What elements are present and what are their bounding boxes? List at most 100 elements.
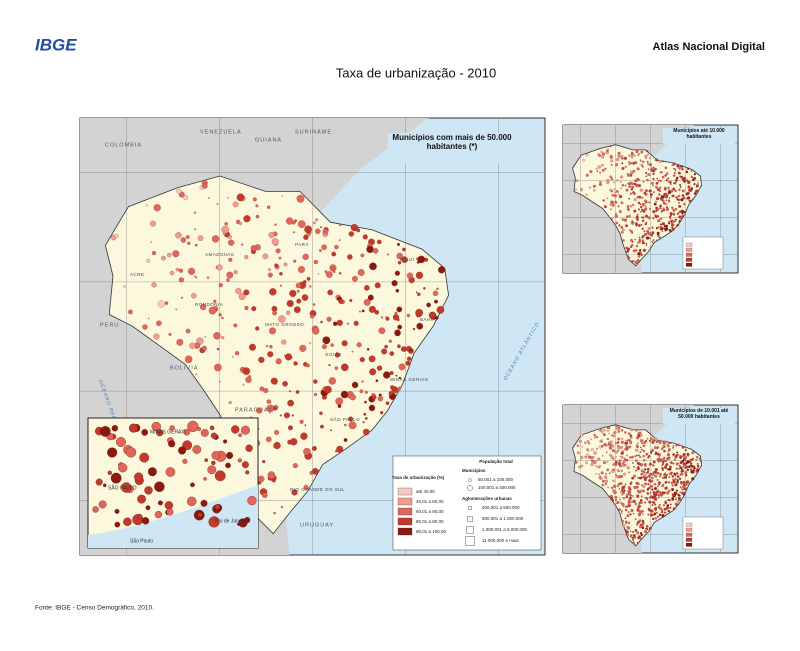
city-dot bbox=[615, 163, 618, 167]
city-dot bbox=[648, 454, 651, 458]
city-dot bbox=[621, 437, 624, 440]
city-dot bbox=[635, 458, 638, 461]
city-dot bbox=[585, 461, 588, 464]
city-dot bbox=[585, 153, 589, 157]
small-legend-swatch bbox=[685, 527, 693, 532]
city-dot bbox=[303, 484, 309, 490]
city-dot bbox=[405, 360, 411, 366]
state-label: GOIÁS bbox=[325, 351, 342, 357]
city-dot bbox=[208, 306, 217, 315]
city-dot bbox=[248, 343, 256, 351]
city-dot bbox=[680, 198, 684, 202]
city-dot bbox=[250, 245, 257, 251]
city-dot bbox=[150, 241, 153, 243]
city-dot bbox=[394, 270, 400, 276]
small-map-heading: Municípios até 10.000 habitantes bbox=[673, 128, 725, 140]
city-dot bbox=[677, 443, 680, 447]
city-dot bbox=[679, 466, 683, 469]
city-dot bbox=[328, 364, 331, 367]
city-dot bbox=[687, 455, 689, 457]
city-dot bbox=[635, 485, 639, 489]
city-dot bbox=[662, 160, 665, 163]
city-dot bbox=[586, 440, 590, 443]
city-dot bbox=[615, 463, 618, 466]
city-dot bbox=[584, 456, 588, 459]
city-dot bbox=[637, 201, 641, 205]
city-dot bbox=[620, 451, 624, 455]
city-dot bbox=[666, 491, 670, 495]
city-dot bbox=[257, 475, 265, 483]
city-dot bbox=[645, 175, 648, 178]
city-dot bbox=[647, 173, 651, 176]
city-dot bbox=[603, 205, 607, 209]
city-dot bbox=[630, 152, 634, 156]
city-dot bbox=[661, 230, 664, 233]
city-dot bbox=[279, 414, 282, 417]
city-dot bbox=[669, 465, 672, 469]
city-dot bbox=[280, 505, 284, 509]
city-dot bbox=[618, 508, 621, 511]
city-dot bbox=[195, 373, 198, 376]
city-dot bbox=[645, 242, 648, 245]
city-dot bbox=[654, 503, 657, 506]
city-dot bbox=[675, 484, 678, 486]
city-dot bbox=[659, 171, 662, 174]
city-dot bbox=[649, 473, 652, 476]
city-dot bbox=[640, 523, 642, 526]
city-dot bbox=[643, 530, 647, 534]
city-dot bbox=[646, 467, 650, 471]
city-dot bbox=[366, 348, 370, 351]
city-dot bbox=[377, 239, 382, 245]
city-dot bbox=[643, 230, 646, 233]
city-dot bbox=[605, 150, 609, 153]
city-dot bbox=[587, 450, 590, 452]
city-dot bbox=[600, 471, 604, 475]
city-dot bbox=[218, 283, 223, 288]
city-dot bbox=[361, 380, 364, 383]
city-dot bbox=[664, 465, 668, 469]
city-dot bbox=[653, 446, 657, 450]
city-dot bbox=[652, 172, 655, 175]
city-dot bbox=[615, 424, 619, 428]
legend-title: População total bbox=[479, 459, 513, 464]
city-dot bbox=[145, 204, 148, 207]
city-dot bbox=[613, 188, 616, 191]
city-dot bbox=[273, 511, 276, 515]
city-dot bbox=[633, 154, 636, 157]
city-dot bbox=[642, 454, 645, 458]
city-dot bbox=[649, 437, 653, 441]
city-dot bbox=[586, 448, 590, 452]
city-dot bbox=[651, 500, 654, 504]
city-dot bbox=[333, 271, 336, 273]
city-dot bbox=[634, 455, 637, 458]
city-dot bbox=[682, 463, 685, 466]
city-dot bbox=[293, 259, 297, 263]
city-dot bbox=[640, 163, 644, 167]
city-dot bbox=[669, 182, 672, 185]
city-dot bbox=[347, 322, 350, 325]
city-dot bbox=[641, 439, 644, 442]
city-dot bbox=[216, 202, 219, 205]
city-dot bbox=[639, 498, 643, 502]
city-dot bbox=[638, 490, 642, 494]
city-dot bbox=[620, 469, 623, 472]
city-dot bbox=[672, 162, 676, 166]
city-dot bbox=[692, 179, 695, 182]
city-dot bbox=[335, 397, 344, 406]
city-dot bbox=[615, 158, 620, 162]
city-dot bbox=[609, 440, 613, 444]
city-dot bbox=[648, 189, 652, 193]
city-dot bbox=[630, 155, 634, 159]
city-dot bbox=[678, 464, 681, 467]
city-dot bbox=[368, 305, 376, 313]
city-dot bbox=[633, 485, 637, 489]
city-dot bbox=[646, 498, 649, 501]
city-dot bbox=[232, 201, 239, 208]
city-dot bbox=[628, 214, 631, 218]
inset-dot bbox=[183, 429, 191, 436]
city-dot bbox=[679, 210, 682, 213]
city-dot bbox=[686, 460, 690, 464]
city-dot bbox=[274, 263, 279, 268]
city-dot bbox=[228, 239, 235, 246]
city-dot bbox=[401, 256, 408, 263]
